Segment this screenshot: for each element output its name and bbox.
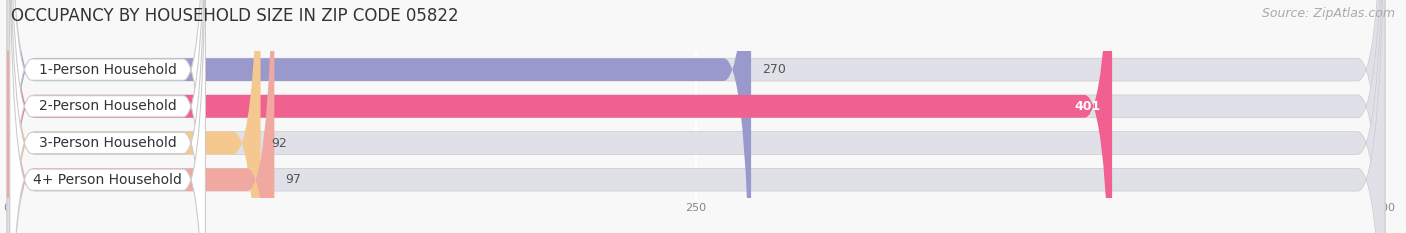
FancyBboxPatch shape [7, 0, 1385, 233]
Text: Source: ZipAtlas.com: Source: ZipAtlas.com [1261, 7, 1395, 20]
Text: 97: 97 [285, 173, 301, 186]
Text: 1-Person Household: 1-Person Household [39, 63, 177, 77]
FancyBboxPatch shape [10, 0, 205, 233]
FancyBboxPatch shape [7, 0, 751, 233]
FancyBboxPatch shape [7, 0, 1112, 233]
Text: 270: 270 [762, 63, 786, 76]
Text: 92: 92 [271, 137, 287, 150]
Text: 2-Person Household: 2-Person Household [39, 99, 177, 113]
FancyBboxPatch shape [7, 0, 1385, 233]
Text: 3-Person Household: 3-Person Household [39, 136, 177, 150]
FancyBboxPatch shape [7, 0, 260, 233]
FancyBboxPatch shape [7, 0, 1385, 233]
FancyBboxPatch shape [7, 0, 1385, 233]
Text: 401: 401 [1074, 100, 1101, 113]
FancyBboxPatch shape [10, 0, 205, 233]
FancyBboxPatch shape [7, 0, 274, 233]
Text: 4+ Person Household: 4+ Person Household [34, 173, 181, 187]
FancyBboxPatch shape [10, 0, 205, 233]
Text: OCCUPANCY BY HOUSEHOLD SIZE IN ZIP CODE 05822: OCCUPANCY BY HOUSEHOLD SIZE IN ZIP CODE … [11, 7, 458, 25]
FancyBboxPatch shape [10, 0, 205, 233]
